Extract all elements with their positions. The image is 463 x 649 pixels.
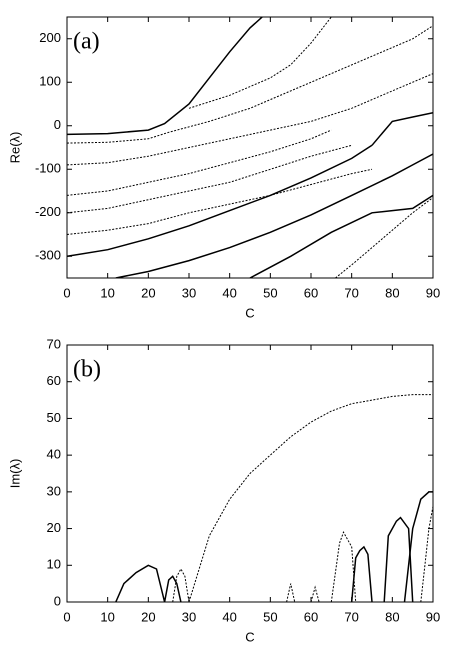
x-tick-label: 90 xyxy=(426,285,440,300)
curve xyxy=(310,585,320,602)
curve xyxy=(350,545,373,602)
curve xyxy=(188,394,433,602)
y-tick-label: 10 xyxy=(47,557,61,572)
curve xyxy=(420,506,433,602)
y-tick-label: 60 xyxy=(47,373,61,388)
plot-frame xyxy=(66,344,434,603)
x-tick-label: 10 xyxy=(100,285,114,300)
y-tick-label: -200 xyxy=(35,204,61,219)
y-tick-label: 0 xyxy=(54,117,61,132)
y-tick-label: 40 xyxy=(47,447,61,462)
y-axis-label: Im(λ) xyxy=(7,459,22,489)
curve xyxy=(115,153,433,278)
x-tick-label: 80 xyxy=(385,609,399,624)
curve xyxy=(67,25,433,144)
y-tick-label: 50 xyxy=(47,410,61,425)
x-tick-label: 0 xyxy=(63,609,70,624)
x-tick-label: 0 xyxy=(63,285,70,300)
curve xyxy=(115,564,166,602)
x-axis-label: C xyxy=(245,629,254,644)
x-tick-label: 30 xyxy=(182,609,196,624)
x-tick-label: 40 xyxy=(222,609,236,624)
curve xyxy=(188,17,332,109)
y-tick-label: -300 xyxy=(35,248,61,263)
y-tick-label: 100 xyxy=(39,74,61,89)
panel-label: (b) xyxy=(73,357,101,383)
curve xyxy=(335,197,433,278)
curve xyxy=(286,583,296,602)
curve xyxy=(383,516,414,602)
curve xyxy=(67,129,332,196)
x-tick-label: 50 xyxy=(263,609,277,624)
panel-label: (a) xyxy=(73,29,100,55)
x-tick-label: 90 xyxy=(426,609,440,624)
plot-frame xyxy=(66,16,434,279)
x-tick-label: 50 xyxy=(263,285,277,300)
x-tick-label: 10 xyxy=(100,609,114,624)
y-tick-label: 0 xyxy=(54,593,61,608)
x-tick-label: 70 xyxy=(344,609,358,624)
x-tick-label: 70 xyxy=(344,285,358,300)
curve xyxy=(67,144,373,258)
x-tick-label: 80 xyxy=(385,285,399,300)
curve xyxy=(371,111,433,146)
y-axis-label: Re(λ) xyxy=(7,132,22,164)
y-tick-label: -100 xyxy=(35,161,61,176)
curve xyxy=(163,575,182,602)
curve xyxy=(172,567,190,602)
y-tick-label: 20 xyxy=(47,520,61,535)
curve xyxy=(330,530,357,602)
x-tick-label: 60 xyxy=(304,609,318,624)
curve xyxy=(67,168,373,235)
x-tick-label: 20 xyxy=(141,609,155,624)
x-tick-label: 20 xyxy=(141,285,155,300)
y-tick-label: 200 xyxy=(39,30,61,45)
curve xyxy=(67,17,263,136)
y-tick-label: 30 xyxy=(47,483,61,498)
x-tick-label: 30 xyxy=(182,285,196,300)
curve xyxy=(249,194,433,278)
curve xyxy=(67,144,352,214)
y-tick-label: 70 xyxy=(47,336,61,351)
curve xyxy=(67,73,433,166)
curve xyxy=(403,491,433,602)
x-tick-label: 60 xyxy=(304,285,318,300)
x-tick-label: 40 xyxy=(222,285,236,300)
x-axis-label: C xyxy=(245,305,254,320)
